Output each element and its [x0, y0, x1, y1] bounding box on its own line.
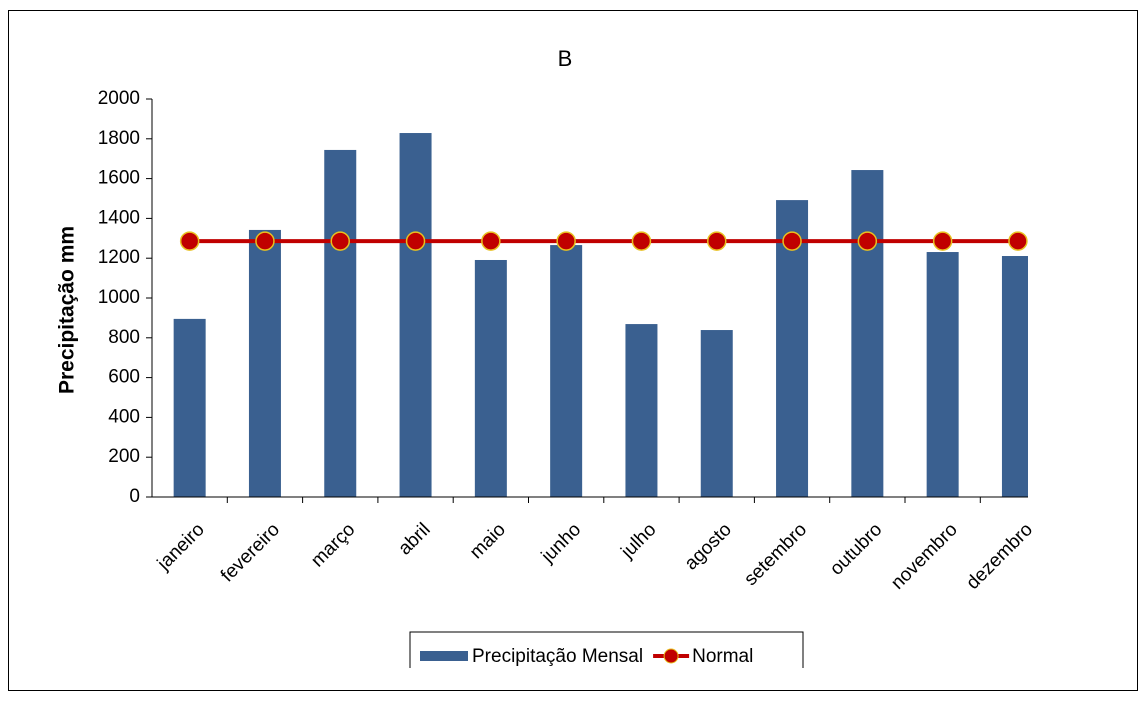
bar: [173, 318, 206, 497]
y-tick-label: 1800: [98, 128, 140, 149]
y-tick-label: 600: [108, 367, 140, 388]
bar: [248, 229, 281, 497]
bar: [700, 330, 733, 497]
marker: [481, 231, 501, 251]
y-tick-label: 1600: [98, 168, 140, 189]
marker: [1008, 231, 1028, 251]
bar: [474, 259, 507, 497]
marker: [405, 231, 426, 251]
bar: [1001, 256, 1028, 497]
y-tick-label: 200: [108, 446, 140, 467]
legend-label: Normal: [692, 646, 753, 667]
marker: [556, 231, 576, 251]
bar: [851, 170, 884, 497]
y-tick-label: 1000: [98, 287, 140, 308]
marker: [330, 231, 350, 251]
y-tick-label: 800: [108, 327, 140, 348]
legend-swatch: [420, 651, 468, 661]
bar: [550, 245, 583, 497]
marker: [631, 231, 652, 251]
marker: [782, 231, 802, 251]
marker: [255, 231, 275, 251]
bar: [625, 324, 658, 497]
legend-label: Precipitação Mensal: [472, 646, 643, 667]
y-tick-label: 0: [129, 486, 140, 507]
bar: [399, 133, 432, 498]
y-tick-label: 1400: [98, 207, 140, 228]
marker: [707, 231, 727, 251]
y-tick-label: 400: [108, 406, 140, 427]
marker: [179, 231, 200, 251]
y-axis-label: Precipitação mm: [56, 226, 79, 394]
legend-swatch: [663, 648, 679, 664]
plot-area: [173, 133, 1028, 498]
y-tick-label: 1200: [98, 247, 140, 268]
chart-title: B: [558, 46, 573, 71]
marker: [932, 231, 953, 251]
bar: [324, 149, 357, 497]
y-tick-label: 2000: [98, 88, 140, 109]
marker: [857, 231, 878, 251]
legend-box: [409, 631, 804, 668]
bar: [926, 252, 959, 497]
